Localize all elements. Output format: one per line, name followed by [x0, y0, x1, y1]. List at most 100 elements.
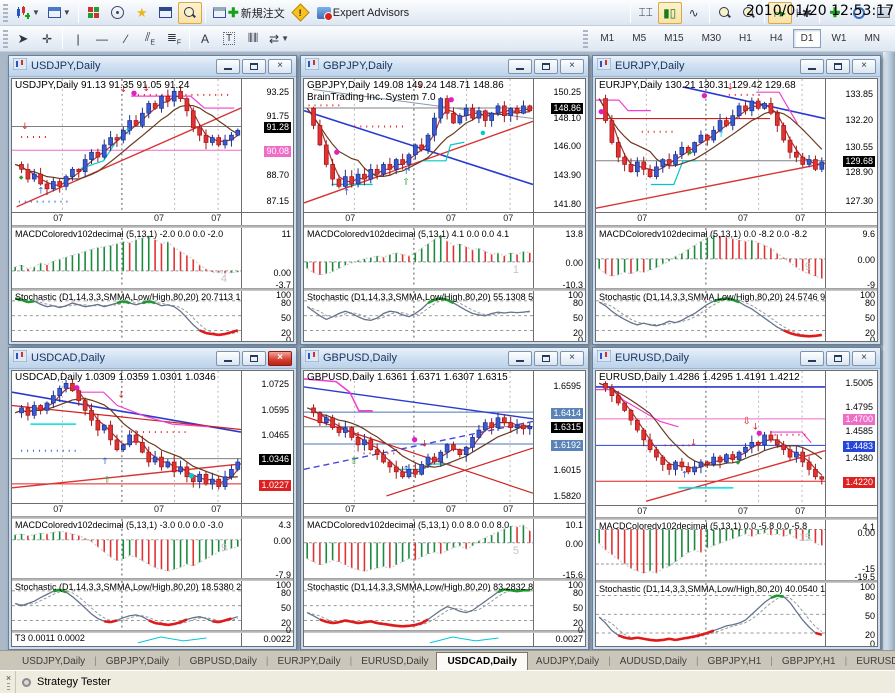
profiles-button[interactable]: ▼ — [44, 2, 75, 24]
cursor-tool-button[interactable]: ➤ — [11, 28, 35, 50]
pane-separator[interactable] — [304, 515, 585, 519]
minimize-button[interactable] — [508, 58, 532, 74]
timeframe-m30[interactable]: M30 — [701, 33, 722, 44]
window-titlebar[interactable]: EURJPY,Daily × — [593, 56, 880, 77]
window-titlebar[interactable]: GBPUSD,Daily × — [301, 348, 588, 369]
crosshair-tool-button[interactable]: ✛ — [35, 28, 59, 50]
pane-separator[interactable] — [12, 288, 293, 291]
equidistant-channel-button[interactable]: ⫽E — [138, 28, 162, 50]
market-watch-button[interactable] — [82, 2, 106, 24]
close-button[interactable]: × — [560, 350, 584, 366]
candlestick-chart-button[interactable]: ▮▯ — [657, 1, 682, 24]
minimize-button[interactable] — [508, 350, 532, 366]
line-chart-button[interactable]: ∿ — [682, 2, 706, 24]
close-button[interactable]: × — [852, 350, 876, 366]
chart-tab-audusd-daily[interactable]: AUDUSD,Daily — [619, 656, 687, 667]
zoom-in-button[interactable] — [713, 2, 737, 24]
toolbar-grip[interactable] — [3, 3, 8, 22]
close-button[interactable]: × — [268, 58, 292, 74]
timeframe-m1[interactable]: M1 — [600, 33, 615, 44]
minimize-button[interactable] — [216, 350, 240, 366]
chart-tab-usdcad-daily[interactable]: USDCAD,Daily — [436, 652, 528, 670]
plus-icon: ✚ — [227, 4, 239, 20]
pane-separator[interactable] — [596, 225, 877, 228]
timeframe-w1[interactable]: W1 — [831, 33, 847, 44]
maximize-button[interactable] — [534, 350, 558, 366]
stochastic-scale-label: 50 — [572, 313, 583, 323]
vertical-line-button[interactable]: | — [66, 28, 90, 50]
chart-tab-audjpy-daily[interactable]: AUDJPY,Daily — [535, 656, 600, 667]
text-tool-button[interactable]: A — [193, 28, 217, 50]
minimize-button[interactable] — [216, 58, 240, 74]
indicators-button[interactable]: ✚ — [823, 2, 847, 24]
maximize-button[interactable] — [242, 350, 266, 366]
auto-scroll-button[interactable]: ⊦▸ — [767, 1, 792, 24]
zoom-out-button[interactable] — [737, 2, 761, 24]
window-titlebar[interactable]: USDCAD,Daily × — [9, 348, 296, 369]
pane-separator[interactable] — [596, 517, 877, 521]
new-order-button[interactable]: ✚ 新規注文 — [209, 2, 289, 24]
strategy-tester-button[interactable] — [177, 1, 202, 24]
horizontal-line-button[interactable]: — — [90, 28, 114, 50]
maximize-button[interactable] — [534, 58, 558, 74]
arrows-tool-button[interactable]: ⇄ ▼ — [265, 28, 293, 50]
toolbar-grip[interactable] — [583, 29, 589, 48]
pane-separator[interactable] — [304, 225, 585, 228]
minimize-button[interactable] — [800, 350, 824, 366]
pane-separator[interactable] — [596, 288, 877, 291]
pane-separator[interactable] — [304, 578, 585, 581]
pane-separator[interactable] — [596, 580, 877, 584]
timeframe-h1[interactable]: H1 — [739, 33, 752, 44]
pane-separator[interactable] — [12, 578, 293, 581]
close-panel-icon[interactable]: × — [5, 672, 12, 683]
trendline-button[interactable]: ∕ — [114, 28, 138, 50]
main-price-pane: USDCAD,Daily 1.0309 1.0359 1.0301 1.0346… — [12, 371, 293, 504]
terminal-button[interactable] — [154, 2, 178, 24]
window-titlebar[interactable]: GBPJPY,Daily × — [301, 56, 588, 77]
close-button[interactable]: × — [268, 350, 292, 366]
periods-button[interactable] — [847, 2, 871, 24]
chart-tab-eurjpy-daily[interactable]: EURJPY,Daily — [277, 656, 341, 667]
panel-grip[interactable]: × — [2, 671, 16, 693]
toolbar-grip[interactable] — [3, 29, 8, 48]
navigator-button[interactable]: ★ — [130, 2, 154, 24]
alert-button[interactable]: ! — [289, 2, 313, 24]
data-window-button[interactable] — [106, 2, 130, 24]
macd-counter: 4 — [220, 273, 227, 286]
cycle-lines-button[interactable]: ⦀⦀ — [241, 28, 265, 50]
window-titlebar[interactable]: EURUSD,Daily × — [593, 348, 880, 369]
timeframe-mn[interactable]: MN — [864, 33, 880, 44]
close-button[interactable]: × — [560, 58, 584, 74]
timeframe-h4[interactable]: H4 — [769, 33, 783, 44]
pane-separator[interactable] — [304, 630, 585, 634]
maximize-button[interactable] — [826, 58, 850, 74]
text-label-button[interactable]: T — [217, 28, 241, 50]
pane-separator[interactable] — [12, 630, 293, 634]
pane-separator[interactable] — [304, 288, 585, 291]
chart-tab-gbpjpy-daily[interactable]: GBPJPY,Daily — [105, 656, 169, 667]
chart-tab-eurusd-daily[interactable]: EURUSD,Daily — [856, 656, 895, 667]
close-button[interactable]: × — [852, 58, 876, 74]
stochastic-plot: Stochastic (D1,14,3,3,SMMA,Low/High,80,2… — [304, 580, 533, 631]
chart-tab-gbpjpy-h1[interactable]: GBPJPY,H1 — [707, 656, 762, 667]
price-label-1-4795: 1.4795 — [845, 402, 873, 413]
maximize-button[interactable] — [826, 350, 850, 366]
timeframe-d1[interactable]: D1 — [792, 29, 822, 48]
new-chart-button[interactable]: ▼ — [11, 2, 44, 24]
expert-advisors-button[interactable]: Expert Advisors — [313, 2, 413, 24]
maximize-button[interactable] — [242, 58, 266, 74]
window-titlebar[interactable]: USDJPY,Daily × — [9, 56, 296, 77]
minimize-button[interactable] — [800, 58, 824, 74]
timeframe-m15[interactable]: M15 — [664, 33, 684, 44]
chart-tab-gbpjpy-h1[interactable]: GBPJPY,H1 — [781, 656, 836, 667]
chart-tab-gbpusd-daily[interactable]: GBPUSD,Daily — [189, 656, 257, 667]
bar-chart-button[interactable]: ⌶⌶ — [634, 2, 658, 24]
templates-button[interactable] — [871, 2, 895, 24]
chart-tab-usdjpy-daily[interactable]: USDJPY,Daily — [22, 656, 86, 667]
chart-shift-button[interactable]: ⊦✱ — [792, 2, 816, 24]
pane-separator[interactable] — [12, 225, 293, 228]
timeframe-m5[interactable]: M5 — [632, 33, 647, 44]
pane-separator[interactable] — [12, 515, 293, 519]
fibonacci-button[interactable]: ≣F — [162, 28, 186, 50]
chart-tab-eurusd-daily[interactable]: EURUSD,Daily — [361, 656, 429, 667]
